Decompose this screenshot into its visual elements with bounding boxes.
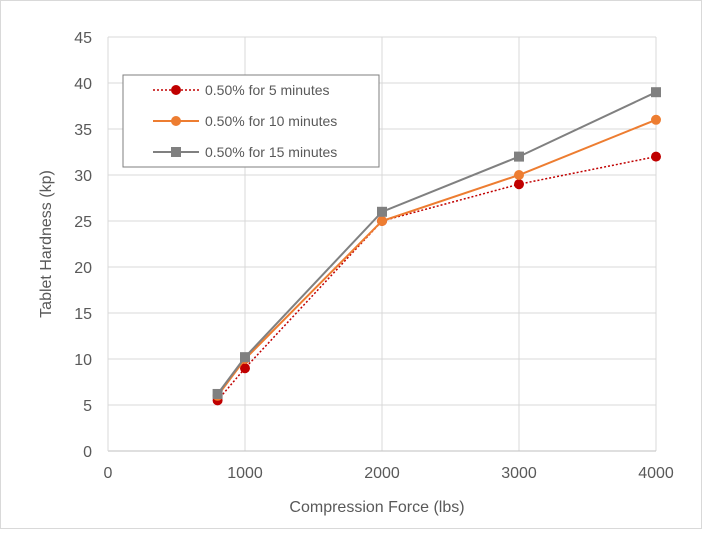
legend-marker — [171, 147, 181, 157]
legend-label: 0.50% for 10 minutes — [205, 113, 337, 129]
data-point — [651, 114, 661, 125]
x-axis-label: Compression Force (lbs) — [289, 499, 464, 516]
legend-marker — [171, 116, 181, 126]
data-point — [514, 170, 524, 180]
tick-labels: 0 5 10 15 20 25 30 35 40 45 0 1000 2000 3000 4000 — [74, 30, 674, 482]
data-point — [651, 151, 661, 162]
x-tick-label: 2000 — [364, 465, 400, 482]
series-3 — [212, 87, 661, 399]
data-point — [240, 352, 250, 363]
data-point — [377, 206, 387, 217]
legend-label: 0.50% for 5 minutes — [205, 82, 330, 98]
y-tick-label: 20 — [74, 260, 92, 277]
y-tick-label: 10 — [74, 352, 92, 369]
data-point — [514, 179, 524, 190]
x-tick-label: 0 — [104, 465, 113, 482]
y-tick-label: 35 — [74, 122, 92, 139]
series-line — [217, 155, 657, 401]
data-point — [651, 87, 661, 98]
legend: 0.50% for 5 minutes 0.50% for 10 minutes 0… — [122, 74, 380, 168]
x-tick-label: 3000 — [501, 465, 537, 482]
data-point — [240, 363, 250, 374]
series-group — [212, 87, 661, 406]
x-tick-label: 1000 — [227, 465, 263, 482]
legend-label: 0.50% for 15 minutes — [205, 144, 337, 160]
y-tick-label: 40 — [74, 76, 92, 93]
axes — [107, 37, 656, 452]
y-tick-label: 15 — [74, 306, 92, 323]
data-point — [212, 388, 223, 399]
x-tick-label: 4000 — [638, 465, 674, 482]
y-axis-label: Tablet Hardness (kp) — [38, 170, 55, 318]
y-tick-label: 45 — [74, 30, 92, 47]
y-tick-label: 0 — [83, 444, 92, 461]
legend-marker — [171, 85, 181, 95]
y-tick-label: 25 — [74, 214, 92, 231]
y-tick-label: 5 — [83, 398, 92, 415]
y-tick-label: 30 — [74, 168, 92, 185]
data-point — [377, 216, 387, 226]
data-point — [514, 151, 524, 162]
